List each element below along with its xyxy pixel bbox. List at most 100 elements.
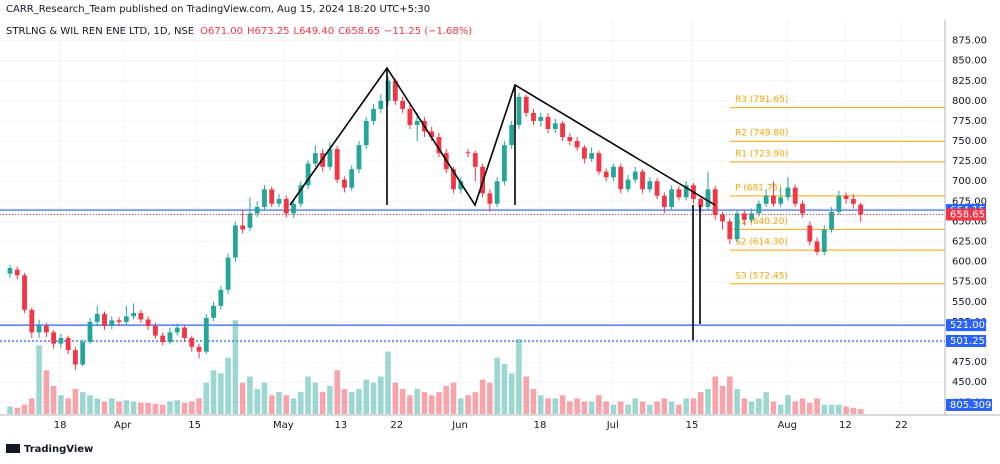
volume-bar bbox=[305, 376, 311, 414]
pattern-lines bbox=[289, 66, 716, 340]
candle-body bbox=[254, 206, 260, 214]
y-tick-label: 600.00 bbox=[952, 257, 987, 268]
volume-bar bbox=[232, 320, 239, 414]
candle-body bbox=[727, 221, 733, 240]
volume-bar bbox=[567, 401, 573, 414]
candle-body bbox=[247, 213, 253, 228]
volume-bar bbox=[683, 398, 689, 414]
pivot-label: R3 (791.65) bbox=[735, 95, 788, 105]
candle-body bbox=[829, 211, 834, 230]
volume-bar bbox=[108, 398, 115, 414]
level-label: 501.25 bbox=[950, 336, 985, 347]
volume-bar bbox=[596, 395, 602, 414]
volume-bar bbox=[647, 404, 653, 414]
candle-body bbox=[560, 123, 565, 138]
volume-bar bbox=[777, 404, 784, 414]
candle-body bbox=[138, 313, 144, 320]
candle-body bbox=[291, 203, 296, 214]
candle-body bbox=[720, 215, 725, 222]
level-tag bbox=[946, 319, 986, 332]
pivot-label: S3 (572.45) bbox=[735, 271, 788, 281]
volume-bar bbox=[428, 395, 435, 414]
volume-bar bbox=[7, 406, 13, 414]
candle-body bbox=[305, 163, 311, 186]
candle-body bbox=[349, 169, 355, 188]
y-tick-label: 625.00 bbox=[952, 237, 987, 248]
volume-bar bbox=[87, 395, 93, 414]
volume-bar bbox=[145, 402, 151, 414]
candle-body bbox=[836, 195, 842, 212]
pivot-label: S2 (614.30) bbox=[735, 238, 788, 248]
y-tick-label: 800.00 bbox=[952, 96, 987, 107]
candle-body bbox=[334, 149, 340, 180]
published-line: CARR_Research_Team published on TradingV… bbox=[6, 4, 430, 15]
volume-bar bbox=[821, 404, 828, 414]
candle-body bbox=[589, 153, 595, 159]
candle-body bbox=[487, 193, 493, 204]
candle-body bbox=[378, 100, 384, 109]
x-tick-label: Jul bbox=[606, 420, 619, 431]
volume-bar bbox=[676, 404, 682, 414]
volume-bar bbox=[436, 392, 442, 414]
volume-bar bbox=[843, 406, 849, 414]
candle-body bbox=[342, 179, 347, 188]
volume-bar bbox=[385, 351, 391, 414]
candle-body bbox=[698, 198, 704, 207]
last-price-tag bbox=[946, 208, 986, 221]
volume-bar bbox=[298, 392, 304, 414]
candle-body bbox=[160, 335, 166, 343]
logo-icon bbox=[6, 444, 20, 453]
candle-body bbox=[843, 195, 849, 199]
volume-bar bbox=[588, 401, 595, 414]
volume-bar bbox=[414, 389, 420, 414]
candle-body bbox=[494, 181, 500, 204]
candle-body bbox=[356, 145, 362, 170]
candle-body bbox=[400, 100, 406, 109]
last-price-label: 658.65 bbox=[950, 209, 985, 220]
candle-body bbox=[574, 141, 580, 148]
candle-body bbox=[451, 169, 456, 190]
candle-body bbox=[51, 332, 57, 344]
candle-body bbox=[800, 203, 805, 214]
volume-bar bbox=[734, 389, 740, 414]
volume-bar bbox=[836, 404, 842, 414]
volume-bar bbox=[559, 395, 566, 414]
volume-bar bbox=[625, 404, 631, 414]
candle-body bbox=[647, 181, 653, 190]
x-tick-label: 13 bbox=[334, 420, 347, 431]
candle-body bbox=[850, 198, 856, 204]
volume-bar bbox=[225, 357, 231, 414]
logo: TradingView bbox=[24, 444, 93, 455]
volume-bar bbox=[472, 392, 479, 414]
volume-bar bbox=[94, 398, 101, 414]
candle-body bbox=[465, 152, 471, 154]
volume-bar bbox=[850, 407, 857, 414]
candle-body bbox=[792, 187, 798, 204]
y-tick-label: 850.00 bbox=[952, 56, 987, 67]
y-tick-label: 550.00 bbox=[952, 297, 987, 308]
candle-body bbox=[705, 189, 711, 207]
volume-bar bbox=[407, 395, 413, 414]
volume-bar bbox=[501, 364, 508, 414]
candle-body bbox=[312, 153, 318, 164]
volume-bar bbox=[334, 370, 340, 414]
volume-bar bbox=[50, 385, 57, 414]
ohlc: H673.25 bbox=[247, 26, 290, 37]
pivot-label: P (681.75) bbox=[735, 183, 782, 193]
volume-bar bbox=[363, 379, 370, 414]
volume-bar bbox=[283, 395, 290, 414]
volume-bar bbox=[116, 401, 122, 414]
volume-label: 805.309 K bbox=[950, 400, 1000, 411]
candle-body bbox=[603, 171, 609, 178]
candle-body bbox=[262, 189, 267, 207]
volume-bar bbox=[668, 401, 675, 414]
volume-bar bbox=[276, 392, 282, 414]
volume-tag bbox=[946, 398, 992, 411]
volume-bar bbox=[697, 392, 704, 414]
candle-body bbox=[669, 189, 675, 207]
ohlc: L649.40 bbox=[294, 26, 335, 37]
volume-bar bbox=[537, 395, 544, 414]
candle-body bbox=[661, 195, 667, 207]
volume-bar bbox=[610, 404, 617, 414]
volume-bar bbox=[530, 389, 537, 414]
